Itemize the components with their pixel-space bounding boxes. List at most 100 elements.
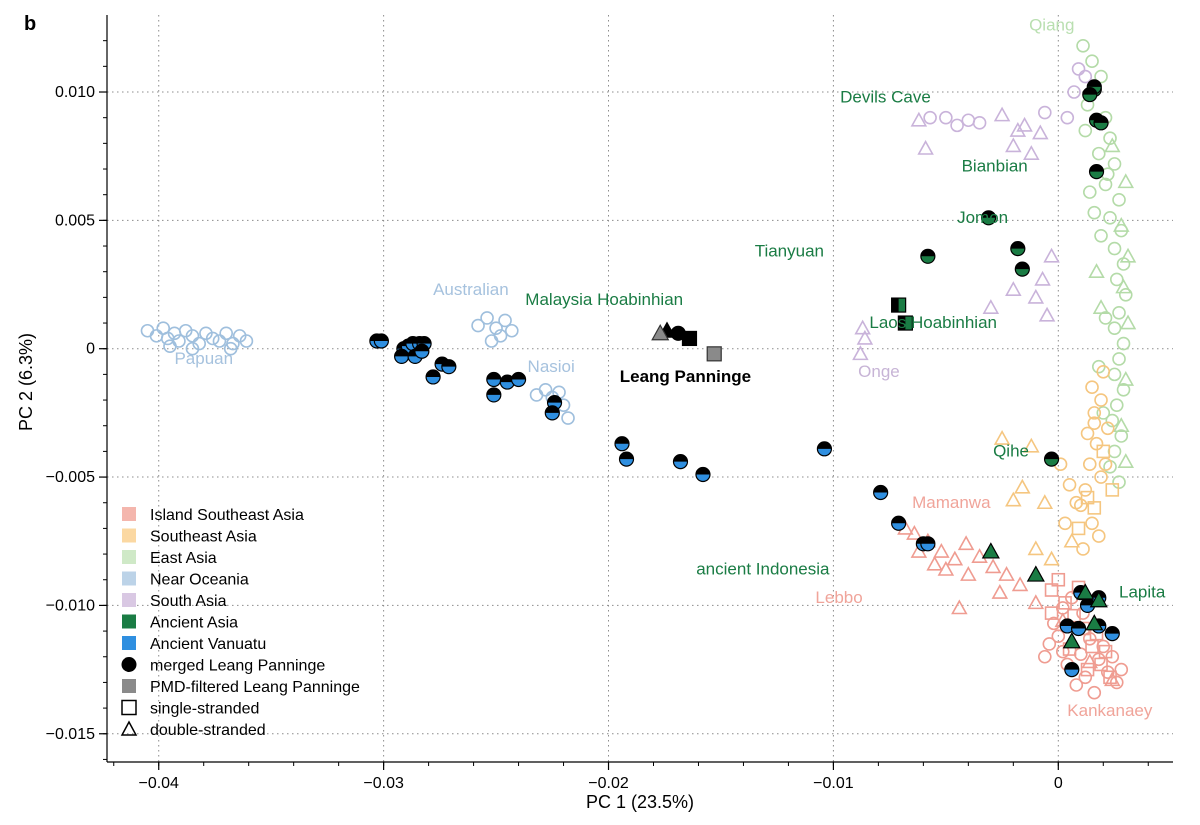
- data-point: [951, 599, 968, 615]
- point-half: [1015, 262, 1030, 270]
- legend-swatch: [120, 720, 138, 736]
- point-outline: [1107, 321, 1122, 335]
- point-outline: [1038, 649, 1052, 664]
- point-half: [414, 344, 429, 352]
- data-point: [498, 313, 512, 328]
- point-outline: [1082, 86, 1098, 103]
- point-outline: [484, 334, 499, 348]
- point-half: [547, 395, 562, 403]
- data-point: [1091, 529, 1106, 543]
- data-point: [1085, 54, 1099, 69]
- legend-entry: South Asia: [122, 593, 227, 610]
- annotation-label: Mamanwa: [912, 493, 991, 512]
- y-tick-label: 0: [86, 341, 95, 358]
- point-outline: [1113, 216, 1130, 232]
- point-half: [394, 349, 409, 357]
- data-point: [223, 341, 238, 356]
- point-outline: [1105, 413, 1120, 428]
- point-outline: [920, 248, 936, 264]
- point-half: [441, 359, 456, 367]
- data-point: [1094, 228, 1108, 243]
- data-point: [910, 111, 928, 127]
- point-outline: [1109, 272, 1124, 287]
- y-tick-label: −0.010: [46, 597, 95, 614]
- legend-entry: single-stranded: [121, 699, 259, 718]
- point-outline: [1078, 69, 1093, 84]
- point-outline: [1088, 163, 1105, 180]
- data-point: [856, 329, 874, 345]
- data-point: [926, 555, 943, 571]
- point-outline: [1107, 444, 1122, 459]
- point-half: [673, 454, 688, 462]
- data-point: [561, 411, 575, 425]
- point-half: [486, 387, 501, 395]
- data-point: [239, 334, 254, 348]
- annotation-label: Lapita: [1119, 583, 1166, 602]
- data-point: [1058, 516, 1072, 531]
- point-outline: [1103, 670, 1117, 685]
- point-outline: [923, 110, 937, 125]
- y-tick-label: −0.005: [46, 469, 95, 486]
- data-point: [1014, 478, 1031, 494]
- point-outline: [1094, 228, 1108, 243]
- point-outline: [856, 329, 874, 345]
- point-outline: [1107, 241, 1122, 256]
- data-point: [1069, 678, 1084, 692]
- point-half: [619, 452, 634, 460]
- data-point: [946, 550, 964, 566]
- legend-swatch: [122, 593, 136, 607]
- point-outline: [178, 323, 193, 338]
- point-outline: [1014, 478, 1031, 494]
- data-point: [854, 319, 871, 335]
- legend-entry: Near Oceania: [122, 571, 249, 589]
- legend-entry: merged Leang Panninge: [121, 657, 325, 675]
- point-half: [426, 369, 441, 377]
- data-point: [981, 542, 1000, 559]
- data-point: [1098, 177, 1113, 192]
- legend-swatch: [121, 657, 137, 672]
- data-point: [232, 329, 247, 343]
- data-point: [984, 558, 1002, 574]
- data-point: [1076, 583, 1095, 600]
- point-outline: [205, 331, 220, 346]
- data-point: [1096, 365, 1111, 379]
- legend-swatch: [122, 571, 136, 586]
- data-point: [1100, 421, 1115, 436]
- data-point: [1043, 247, 1060, 263]
- point-outline: [1091, 529, 1106, 543]
- data-point: [471, 318, 485, 333]
- data-point: [1032, 124, 1049, 140]
- data-point: [1005, 281, 1022, 296]
- point-half: [486, 372, 501, 380]
- data-point: [1096, 406, 1111, 420]
- point-outline: [1067, 85, 1081, 99]
- point-half: [1060, 618, 1075, 626]
- point-outline: [1070, 620, 1087, 637]
- data-point: [505, 323, 519, 338]
- data-point: [1103, 670, 1117, 685]
- point-outline: [561, 411, 575, 425]
- x-tick-label: 0: [1054, 775, 1063, 792]
- data-point: [980, 210, 997, 226]
- data-point: [1103, 210, 1117, 225]
- annotation-label: Onge: [858, 362, 900, 381]
- data-point: [1042, 637, 1057, 651]
- point-outline: [1087, 416, 1102, 430]
- point-outline: [1069, 678, 1084, 692]
- point-outline: [1085, 380, 1099, 395]
- data-point: [1085, 380, 1099, 395]
- point-outline: [998, 566, 1015, 581]
- point-outline: [614, 436, 630, 452]
- data-point: [923, 110, 937, 125]
- point-outline: [498, 313, 512, 328]
- data-point: [1087, 685, 1102, 700]
- data-point: [1105, 413, 1120, 428]
- legend-label: double-stranded: [150, 722, 266, 739]
- data-point: [1027, 594, 1045, 610]
- point-outline: [891, 515, 907, 531]
- data-point: [1009, 121, 1027, 137]
- data-point: [140, 323, 155, 338]
- point-shape: [1076, 583, 1095, 600]
- point-outline: [695, 466, 711, 483]
- panel-label: b: [24, 13, 36, 35]
